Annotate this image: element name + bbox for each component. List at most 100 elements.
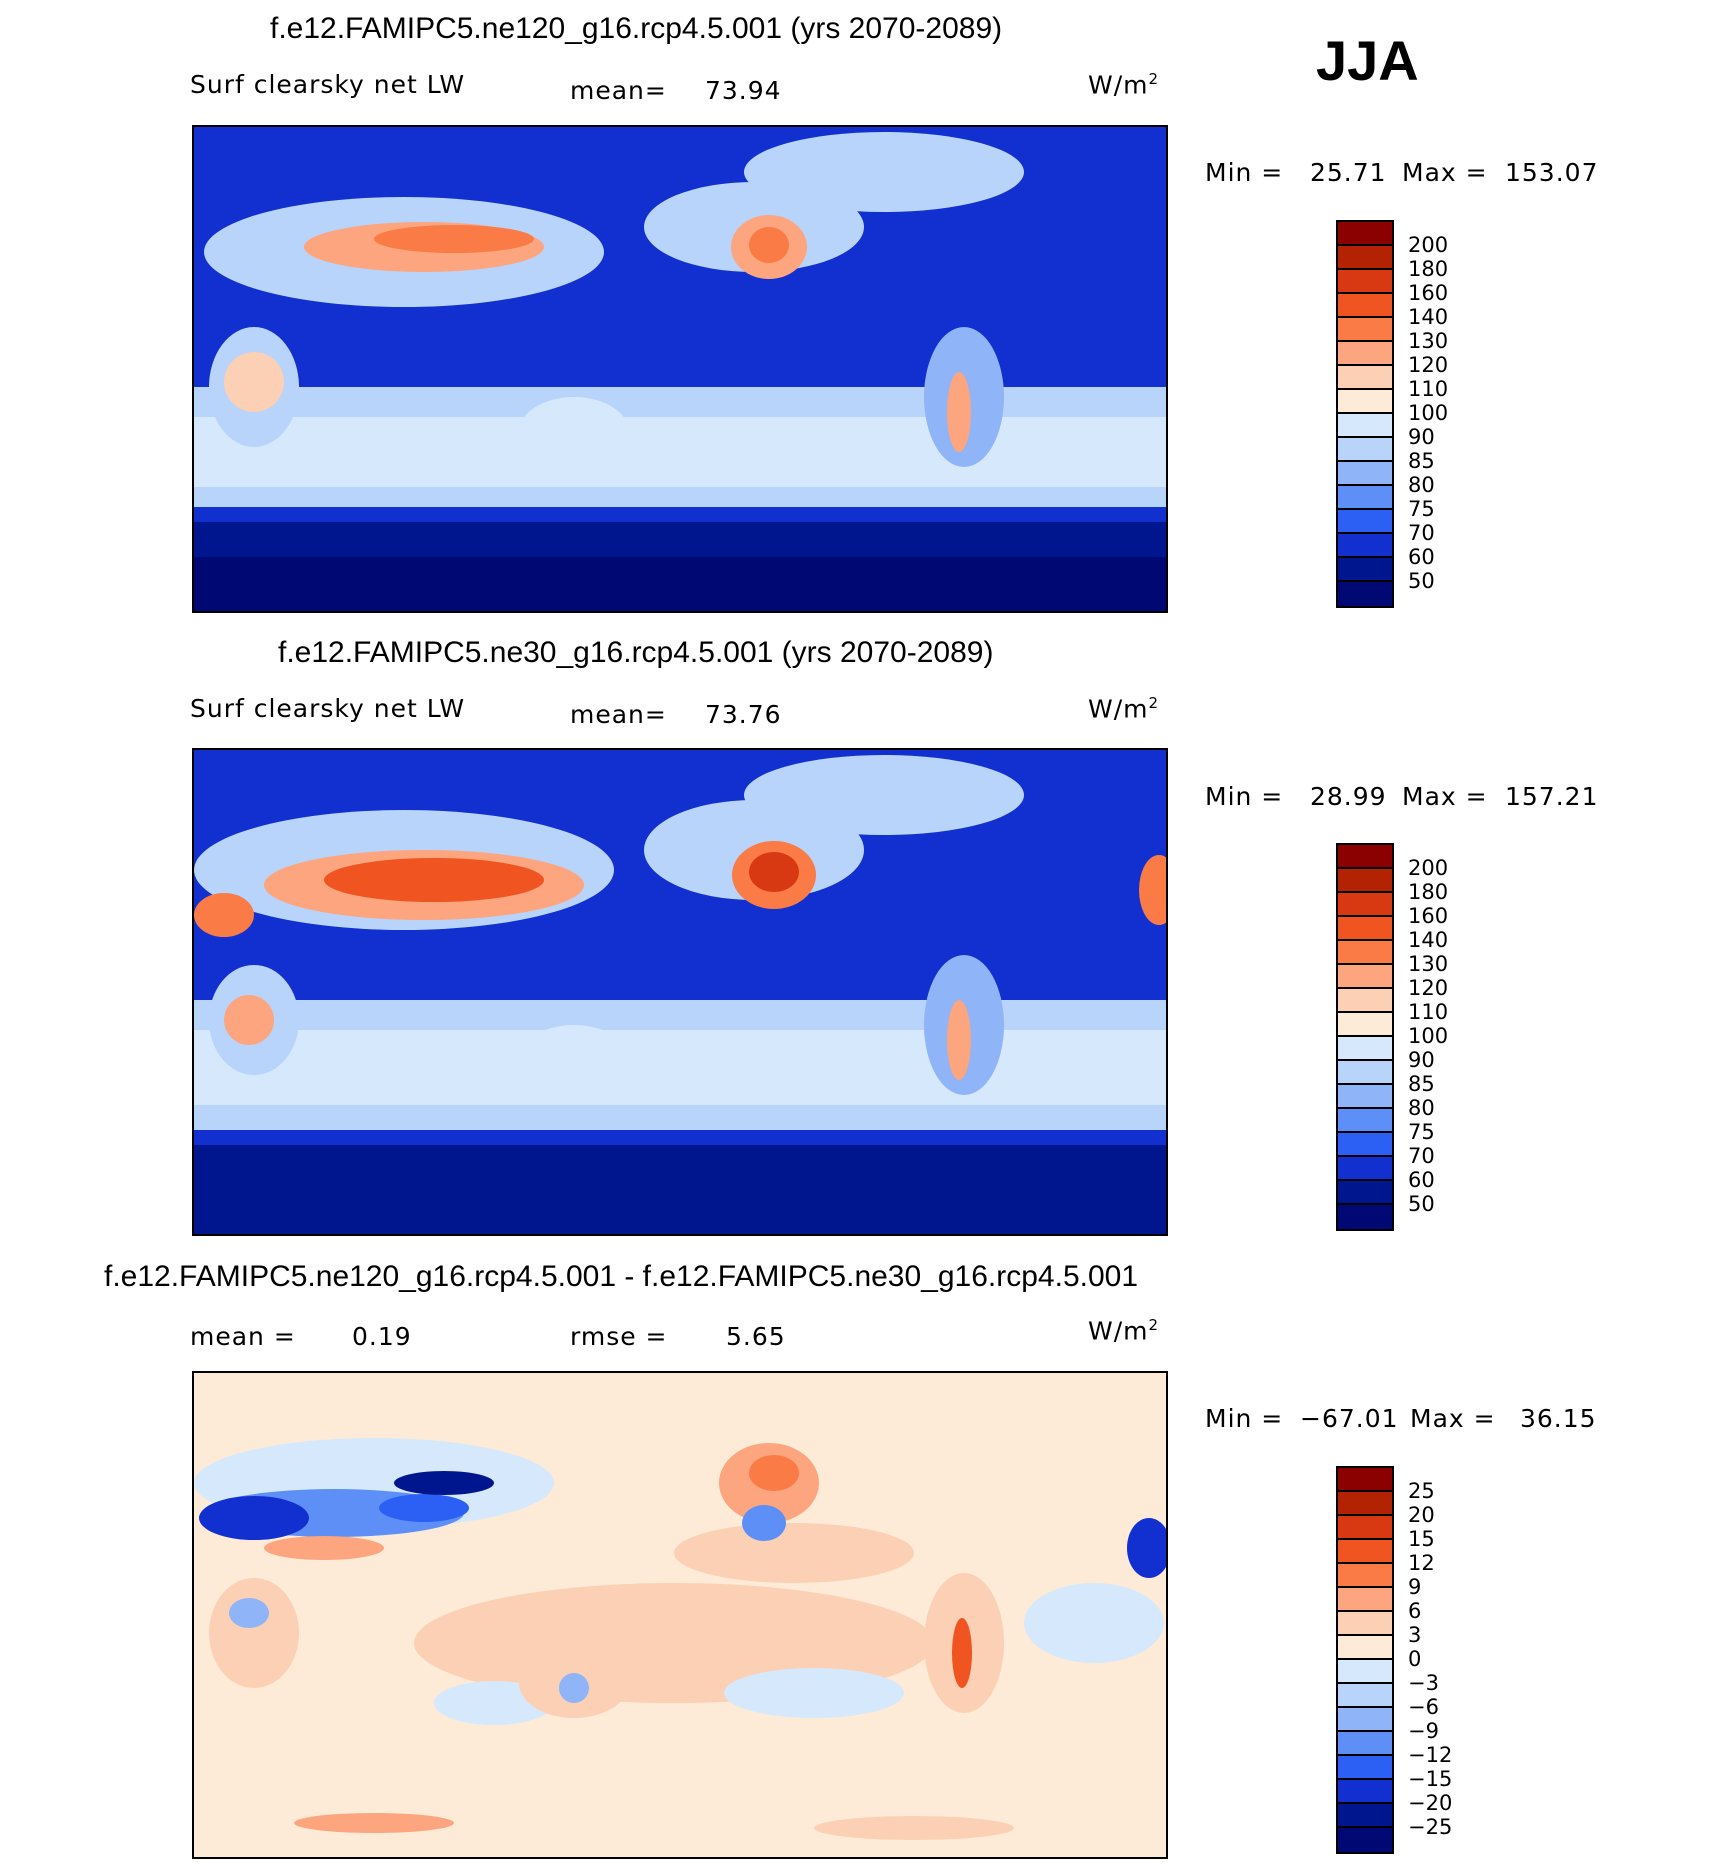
panel1-mean-label: mean= — [570, 76, 667, 105]
colorbar-tick-label: 160 — [1408, 281, 1449, 305]
panel1-variable: Surf clearsky net LW — [190, 70, 466, 99]
panel3-rmse-label: rmse = — [570, 1322, 668, 1351]
colorbar-swatch — [1338, 893, 1392, 917]
colorbar-swatch — [1338, 1588, 1392, 1612]
colorbar-swatch — [1338, 1780, 1392, 1804]
colorbar-swatch — [1338, 438, 1392, 462]
colorbar-swatch — [1338, 1492, 1392, 1516]
panel1-max-label: Max = — [1402, 158, 1488, 187]
panel3-mean-value: 0.19 — [352, 1322, 412, 1351]
colorbar-swatch — [1338, 1540, 1392, 1564]
colorbar-swatch — [1338, 270, 1392, 294]
colorbar-swatch — [1338, 318, 1392, 342]
colorbar-swatch — [1338, 1516, 1392, 1540]
colorbar-swatch — [1338, 1732, 1392, 1756]
panel1-title: f.e12.FAMIPC5.ne120_g16.rcp4.5.001 (yrs … — [270, 12, 1003, 45]
panel3-units: W/m2 — [1088, 1316, 1160, 1346]
colorbar-tick-label: 80 — [1408, 473, 1435, 497]
colorbar-swatch — [1338, 941, 1392, 965]
panel1-max-value: 153.07 — [1505, 158, 1599, 187]
colorbar-swatch — [1338, 366, 1392, 390]
colorbar-tick-label: 180 — [1408, 257, 1449, 281]
colorbar-tick-label: 120 — [1408, 976, 1449, 1000]
colorbar-tick-label: 90 — [1408, 1048, 1435, 1072]
colorbar-tick-label: 15 — [1408, 1527, 1435, 1551]
colorbar-swatch — [1338, 1828, 1392, 1852]
colorbar-tick-label: −12 — [1408, 1743, 1453, 1767]
colorbar-swatch — [1338, 414, 1392, 438]
panel3-map-svg — [194, 1373, 1166, 1857]
panel1-map-svg — [194, 127, 1166, 611]
colorbar-swatch — [1338, 1804, 1392, 1828]
panel2-min-label: Min = — [1205, 782, 1284, 811]
colorbar-tick-label: −15 — [1408, 1767, 1453, 1791]
colorbar-swatch — [1338, 1708, 1392, 1732]
colorbar-swatch — [1338, 1109, 1392, 1133]
season-label: JJA — [1316, 29, 1419, 92]
colorbar-tick-label: 20 — [1408, 1503, 1435, 1527]
colorbar-swatch — [1338, 1612, 1392, 1636]
panel3-rmse-value: 5.65 — [726, 1322, 786, 1351]
colorbar-swatch — [1338, 1564, 1392, 1588]
colorbar-tick-label: 100 — [1408, 1024, 1449, 1048]
panel2-max-value: 157.21 — [1505, 782, 1599, 811]
colorbar-swatch — [1338, 1061, 1392, 1085]
colorbar-swatch — [1338, 1157, 1392, 1181]
colorbar-tick-label: 140 — [1408, 928, 1449, 952]
colorbar-tick-label: −25 — [1408, 1815, 1453, 1839]
colorbar-tick-label: 110 — [1408, 377, 1449, 401]
colorbar-swatch — [1338, 917, 1392, 941]
colorbar-swatch — [1338, 989, 1392, 1013]
panel3-mean-label: mean = — [190, 1322, 296, 1351]
colorbar-swatch — [1338, 558, 1392, 582]
panel1-min-value: 25.71 — [1310, 158, 1387, 187]
colorbar-swatch — [1338, 1684, 1392, 1708]
colorbar-tick-label: 25 — [1408, 1479, 1435, 1503]
colorbar-tick-label: 120 — [1408, 353, 1449, 377]
colorbar-tick-label: 12 — [1408, 1551, 1435, 1575]
colorbar-tick-label: 9 — [1408, 1575, 1422, 1599]
panel2-map — [192, 748, 1168, 1236]
panel1-colorbar — [1336, 220, 1394, 608]
colorbar-swatch — [1338, 246, 1392, 270]
colorbar-swatch — [1338, 342, 1392, 366]
colorbar-tick-label: 90 — [1408, 425, 1435, 449]
panel2-min-value: 28.99 — [1310, 782, 1387, 811]
colorbar-tick-label: 130 — [1408, 952, 1449, 976]
panel2-title: f.e12.FAMIPC5.ne30_g16.rcp4.5.001 (yrs 2… — [278, 636, 994, 669]
panel2-mean-value: 73.76 — [705, 700, 782, 729]
colorbar-tick-label: 200 — [1408, 856, 1449, 880]
colorbar-swatch — [1338, 1133, 1392, 1157]
panel2-units: W/m2 — [1088, 694, 1160, 724]
colorbar-tick-label: 110 — [1408, 1000, 1449, 1024]
colorbar-tick-label: 70 — [1408, 1144, 1435, 1168]
colorbar-tick-label: −9 — [1408, 1719, 1439, 1743]
colorbar-swatch — [1338, 1205, 1392, 1229]
colorbar-swatch — [1338, 1085, 1392, 1109]
colorbar-swatch — [1338, 486, 1392, 510]
colorbar-swatch — [1338, 1636, 1392, 1660]
panel2-mean-label: mean= — [570, 700, 667, 729]
panel3-max-label: Max = — [1410, 1404, 1496, 1433]
colorbar-tick-label: −20 — [1408, 1791, 1453, 1815]
colorbar-swatch — [1338, 534, 1392, 558]
colorbar-tick-label: 100 — [1408, 401, 1449, 425]
colorbar-tick-label: 60 — [1408, 1168, 1435, 1192]
colorbar-tick-label: 6 — [1408, 1599, 1422, 1623]
colorbar-tick-label: 200 — [1408, 233, 1449, 257]
colorbar-tick-label: 180 — [1408, 880, 1449, 904]
colorbar-tick-label: 75 — [1408, 497, 1435, 521]
colorbar-swatch — [1338, 294, 1392, 318]
colorbar-tick-label: 85 — [1408, 449, 1435, 473]
panel3-min-value: −67.01 — [1300, 1404, 1399, 1433]
colorbar-tick-label: 60 — [1408, 545, 1435, 569]
colorbar-swatch — [1338, 390, 1392, 414]
colorbar-tick-label: 3 — [1408, 1623, 1422, 1647]
colorbar-tick-label: 75 — [1408, 1120, 1435, 1144]
colorbar-swatch — [1338, 1468, 1392, 1492]
colorbar-swatch — [1338, 510, 1392, 534]
colorbar-swatch — [1338, 1013, 1392, 1037]
colorbar-tick-label: 130 — [1408, 329, 1449, 353]
colorbar-swatch — [1338, 1037, 1392, 1061]
panel3-max-value: 36.15 — [1520, 1404, 1597, 1433]
